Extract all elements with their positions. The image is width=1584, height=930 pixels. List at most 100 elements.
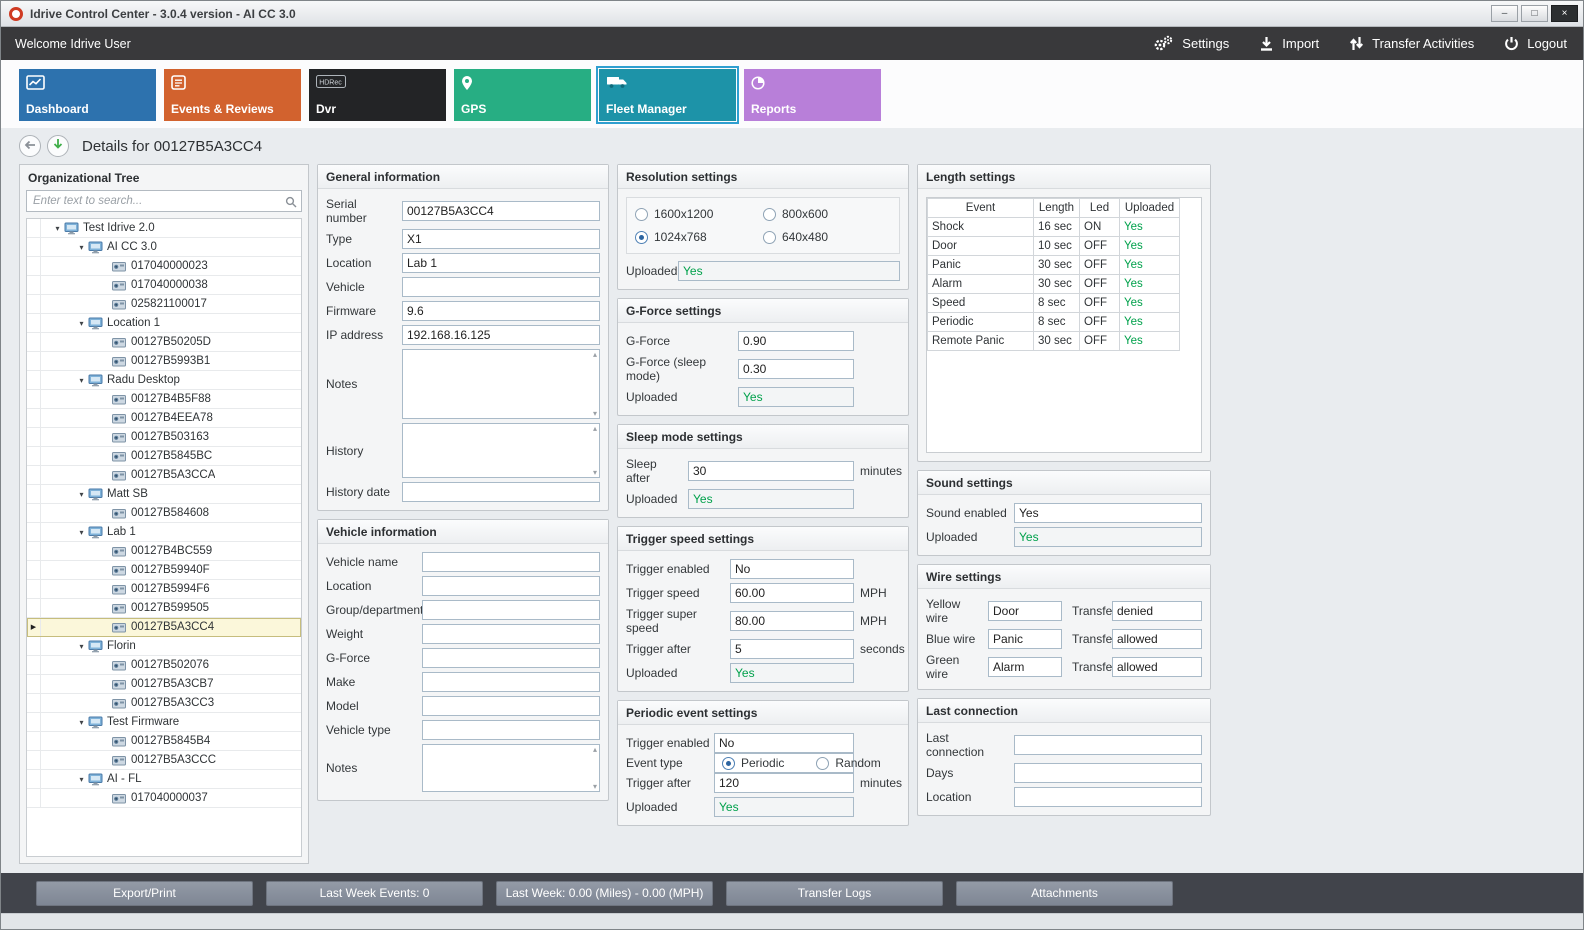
field-trigger-enabled-input[interactable] <box>730 559 854 579</box>
tree-item-00127b503163[interactable]: 00127B503163 <box>27 428 301 447</box>
field-vehicle-type-input[interactable] <box>422 720 600 740</box>
maximize-button[interactable]: □ <box>1521 5 1548 22</box>
tree-item-00127b584608[interactable]: 00127B584608 <box>27 504 301 523</box>
bottom-export-print-button[interactable]: Export/Print <box>36 880 253 906</box>
field-vehicle-name-input[interactable] <box>422 552 600 572</box>
tree-item-017040000038[interactable]: 017040000038 <box>27 276 301 295</box>
field-blue-wire-input[interactable] <box>988 629 1062 649</box>
expand-arrow-icon[interactable]: ▾ <box>79 641 84 651</box>
tree-item-00127b4bc559[interactable]: 00127B4BC559 <box>27 542 301 561</box>
tab-dashboard[interactable]: Dashboard <box>19 69 156 121</box>
field-trigger-enabled-input[interactable] <box>714 733 854 753</box>
tree-item-matt-sb[interactable]: ▾ Matt SB <box>27 485 301 504</box>
field-uploaded-input[interactable] <box>738 387 854 407</box>
field-yellow-wire-input[interactable] <box>988 601 1062 621</box>
tab-dvr[interactable]: HDRec Dvr <box>309 69 446 121</box>
field-location-input[interactable] <box>402 253 600 273</box>
topbar-logout-button[interactable]: Logout <box>1504 35 1567 52</box>
scroll-down-icon[interactable]: ▾ <box>592 468 597 477</box>
radio-periodic[interactable]: Periodic <box>722 756 784 770</box>
topbar-transfer-activities-button[interactable]: Transfer Activities <box>1349 35 1474 52</box>
scroll-down-icon[interactable]: ▾ <box>592 782 597 791</box>
field-green-wire-input[interactable] <box>988 657 1062 677</box>
field-sound-enabled-input[interactable] <box>1014 503 1202 523</box>
field-blue-wire-transfer-input[interactable] <box>1112 629 1202 649</box>
field-trigger-after-input[interactable] <box>730 639 854 659</box>
download-button[interactable] <box>47 135 69 157</box>
field-notes-textarea[interactable]: ▴ ▾ <box>422 744 600 792</box>
field-firmware-input[interactable] <box>402 301 600 321</box>
tree-item-017040000037[interactable]: 017040000037 <box>27 789 301 808</box>
expand-arrow-icon[interactable]: ▾ <box>79 318 84 328</box>
radio-800x600[interactable]: 800x600 <box>763 207 891 221</box>
field-make-input[interactable] <box>422 672 600 692</box>
field-vehicle-input[interactable] <box>402 277 600 297</box>
field-model-input[interactable] <box>422 696 600 716</box>
field-uploaded-input[interactable] <box>678 261 900 281</box>
radio-random[interactable]: Random <box>816 756 881 770</box>
topbar-import-button[interactable]: Import <box>1259 35 1319 52</box>
tree-item-test-firmware[interactable]: ▾ Test Firmware <box>27 713 301 732</box>
field-group-department-input[interactable] <box>422 600 600 620</box>
tree-item-00127b5a3cca[interactable]: 00127B5A3CCA <box>27 466 301 485</box>
tree-item-test-idrive-2-0[interactable]: ▾ Test Idrive 2.0 <box>27 219 301 238</box>
expand-arrow-icon[interactable]: ▾ <box>79 527 84 537</box>
bottom-last-week-events-0-button[interactable]: Last Week Events: 0 <box>266 880 483 906</box>
field-uploaded-input[interactable] <box>1014 527 1202 547</box>
tree-item-florin[interactable]: ▾ Florin <box>27 637 301 656</box>
expand-arrow-icon[interactable]: ▾ <box>55 223 60 233</box>
tab-fleet-manager[interactable]: Fleet Manager <box>596 66 739 124</box>
radio-640x480[interactable]: 640x480 <box>763 230 891 244</box>
field-history-date-input[interactable] <box>402 482 600 502</box>
tree-item-017040000023[interactable]: 017040000023 <box>27 257 301 276</box>
bottom-transfer-logs-button[interactable]: Transfer Logs <box>726 880 943 906</box>
field-g-force-input[interactable] <box>738 331 854 351</box>
tab-gps[interactable]: GPS <box>454 69 591 121</box>
radio-1024x768[interactable]: 1024x768 <box>635 230 763 244</box>
minimize-button[interactable]: – <box>1491 5 1518 22</box>
field-sleep-after-input[interactable] <box>688 461 854 481</box>
field-trigger-speed-input[interactable] <box>730 583 854 603</box>
tree-item-00127b4b5f88[interactable]: 00127B4B5F88 <box>27 390 301 409</box>
expand-arrow-icon[interactable]: ▾ <box>79 489 84 499</box>
radio-1600x1200[interactable]: 1600x1200 <box>635 207 763 221</box>
field-uploaded-input[interactable] <box>714 797 854 817</box>
field-yellow-wire-transfer-input[interactable] <box>1112 601 1202 621</box>
expand-arrow-icon[interactable]: ▾ <box>79 375 84 385</box>
field-weight-input[interactable] <box>422 624 600 644</box>
tab-events-reviews[interactable]: Events & Reviews <box>164 69 301 121</box>
tree-item-00127b599505[interactable]: 00127B599505 <box>27 599 301 618</box>
field-notes-textarea[interactable]: ▴ ▾ <box>402 349 600 419</box>
tree-item-00127b5845bc[interactable]: 00127B5845BC <box>27 447 301 466</box>
tree-item-00127b502076[interactable]: 00127B502076 <box>27 656 301 675</box>
field-days-input[interactable] <box>1014 763 1202 783</box>
tree-item-00127b5845b4[interactable]: 00127B5845B4 <box>27 732 301 751</box>
tree-item-00127b5a3cc4[interactable]: ▶ 00127B5A3CC4 <box>27 618 301 637</box>
field-trigger-after-input[interactable] <box>714 773 854 793</box>
tree-item-00127b4eea78[interactable]: 00127B4EEA78 <box>27 409 301 428</box>
field-ip-address-input[interactable] <box>402 325 600 345</box>
field-trigger-super-speed-input[interactable] <box>730 611 854 631</box>
bottom-last-week-0-00-miles-0-00-mph-button[interactable]: Last Week: 0.00 (Miles) - 0.00 (MPH) <box>496 880 713 906</box>
scroll-up-icon[interactable]: ▴ <box>592 350 597 359</box>
scroll-up-icon[interactable]: ▴ <box>592 745 597 754</box>
expand-arrow-icon[interactable]: ▾ <box>79 717 84 727</box>
field-g-force-sleep-mode-input[interactable] <box>738 359 854 379</box>
tree-item-00127b5993b1[interactable]: 00127B5993B1 <box>27 352 301 371</box>
tree-item-00127b50205d[interactable]: 00127B50205D <box>27 333 301 352</box>
close-button[interactable]: × <box>1551 5 1578 22</box>
search-input[interactable] <box>26 190 302 212</box>
tree-item-ai-cc-3-0[interactable]: ▾ AI CC 3.0 <box>27 238 301 257</box>
tree-item-00127b5a3cc3[interactable]: 00127B5A3CC3 <box>27 694 301 713</box>
expand-arrow-icon[interactable]: ▾ <box>79 242 84 252</box>
field-location-input[interactable] <box>1014 787 1202 807</box>
field-type-input[interactable] <box>402 229 600 249</box>
field-serial-number-input[interactable] <box>402 201 600 221</box>
field-location-input[interactable] <box>422 576 600 596</box>
scroll-up-icon[interactable]: ▴ <box>592 424 597 433</box>
tab-reports[interactable]: Reports <box>744 69 881 121</box>
field-green-wire-transfer-input[interactable] <box>1112 657 1202 677</box>
topbar-settings-button[interactable]: Settings <box>1152 35 1229 52</box>
tree-item-00127b5994f6[interactable]: 00127B5994F6 <box>27 580 301 599</box>
bottom-attachments-button[interactable]: Attachments <box>956 880 1173 906</box>
